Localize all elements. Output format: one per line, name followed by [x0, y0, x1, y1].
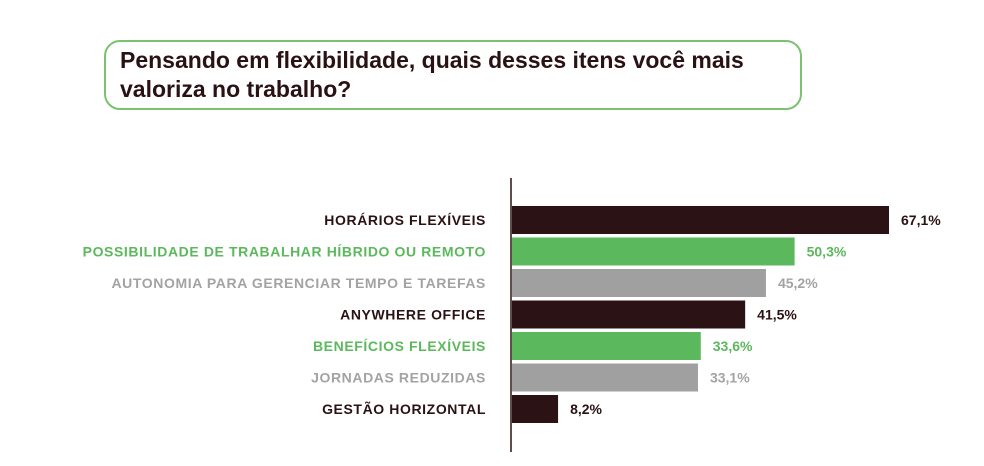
category-label-4: BENEFÍCIOS FLEXÍVEIS: [313, 338, 486, 354]
value-label-4: 33,6%: [713, 338, 753, 354]
value-label-3: 41,5%: [757, 307, 797, 323]
category-label-2: AUTONOMIA PARA GERENCIAR TEMPO E TAREFAS: [111, 275, 486, 291]
value-label-2: 45,2%: [778, 275, 818, 291]
bar-2: [512, 269, 766, 297]
category-label-5: JORNADAS REDUZIDAS: [311, 370, 486, 386]
bar-5: [512, 363, 698, 392]
category-label-0: HORÁRIOS FLEXÍVEIS: [324, 212, 486, 228]
bar-0: [512, 206, 889, 234]
chart-title: Pensando em flexibilidade, quais desses …: [120, 47, 744, 102]
category-label-1: POSSIBILIDADE DE TRABALHAR HÍBRIDO OU RE…: [83, 244, 486, 260]
value-label-0: 67,1%: [901, 212, 941, 228]
value-label-6: 8,2%: [570, 401, 602, 417]
bar-3: [512, 300, 746, 329]
category-label-3: ANYWHERE OFFICE: [340, 307, 486, 323]
bars-group: HORÁRIOS FLEXÍVEIS 67,1% POSSIBILIDADE DE …: [83, 206, 941, 423]
value-label-5: 33,1%: [710, 370, 750, 386]
bar-6: [512, 395, 559, 423]
bar-1: [512, 237, 795, 266]
category-label-6: GESTÃO HORIZONTAL: [322, 400, 486, 417]
value-label-1: 50,3%: [807, 244, 847, 260]
title-box: Pensando em flexibilidade, quais desses …: [104, 40, 802, 110]
bar-4: [512, 332, 701, 360]
